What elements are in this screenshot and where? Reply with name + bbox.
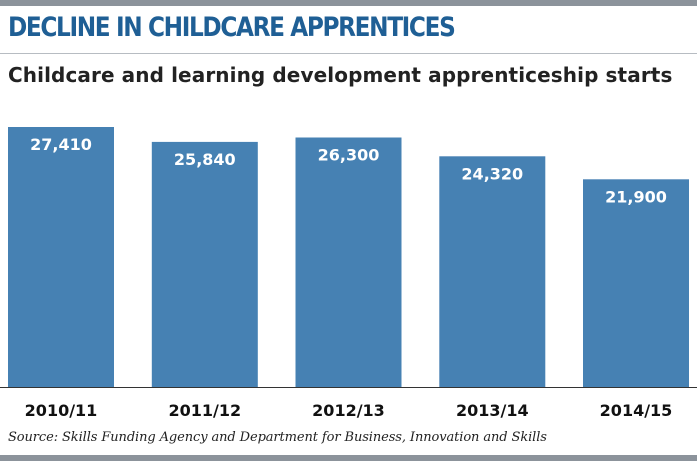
bar-2012-13 <box>295 137 402 387</box>
bar-value-label: 24,320 <box>461 164 523 183</box>
source-note: Source: Skills Funding Agency and Depart… <box>8 430 547 445</box>
bar-2010-11 <box>8 127 114 387</box>
bar-2014-15 <box>583 179 689 387</box>
chart-subtitle: Childcare and learning development appre… <box>8 63 673 87</box>
bar-chart: 27,410 2010/11 25,840 2011/12 26,300 2012/13 2… <box>0 127 697 420</box>
x-tick-label: 2014/15 <box>600 401 673 420</box>
x-tick-label: 2011/12 <box>168 401 241 420</box>
bar-value-label: 27,410 <box>30 135 92 154</box>
x-tick-label: 2012/13 <box>312 401 385 420</box>
x-tick-label: 2013/14 <box>456 401 529 420</box>
bottom-rule <box>0 455 697 461</box>
bar-2011-12 <box>151 141 258 387</box>
title-divider <box>0 53 697 54</box>
top-rule <box>0 0 697 6</box>
chart-title: DECLINE IN CHILDCARE APPRENTICES <box>8 12 456 43</box>
bar-value-label: 25,840 <box>174 150 236 169</box>
x-tick-label: 2010/11 <box>25 401 98 420</box>
bar-value-label: 26,300 <box>318 146 380 165</box>
bar-2013-14 <box>439 156 546 387</box>
bar-value-label: 21,900 <box>605 187 667 206</box>
